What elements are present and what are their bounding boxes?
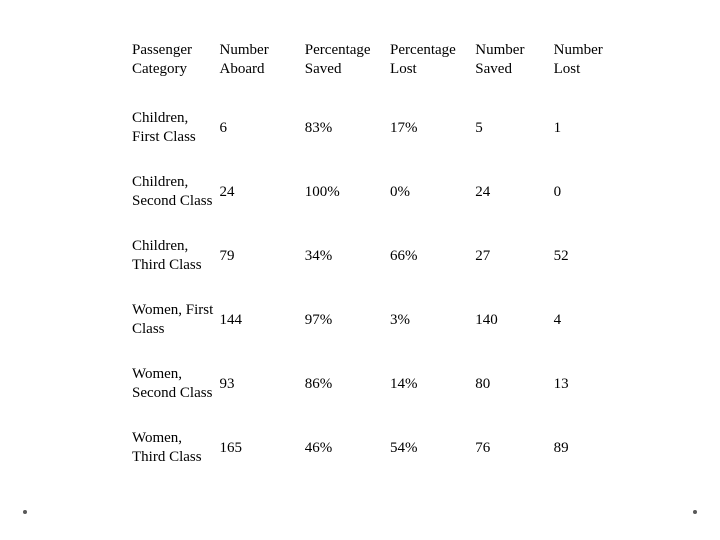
cell-pct-lost: 14%: [388, 352, 473, 416]
cell-pct-saved: 83%: [303, 96, 388, 160]
cell-category: Children, Third Class: [130, 224, 218, 288]
col-header-pct-lost: Percentage Lost: [388, 24, 473, 96]
col-header-category: Passenger Category: [130, 24, 218, 96]
cell-num-lost: 13: [552, 352, 630, 416]
cell-pct-saved: 34%: [303, 224, 388, 288]
table-row: Children, Second Class 24 100% 0% 24 0: [130, 160, 630, 224]
table-row: Children, First Class 6 83% 17% 5 1: [130, 96, 630, 160]
cell-pct-lost: 54%: [388, 416, 473, 480]
cell-num-lost: 1: [552, 96, 630, 160]
cell-pct-lost: 0%: [388, 160, 473, 224]
col-header-pct-saved: Percentage Saved: [303, 24, 388, 96]
cell-category: Women, Third Class: [130, 416, 218, 480]
table-row: Women, Second Class 93 86% 14% 80 13: [130, 352, 630, 416]
cell-num-saved: 140: [473, 288, 551, 352]
cell-aboard: 79: [218, 224, 303, 288]
cell-pct-saved: 97%: [303, 288, 388, 352]
cell-num-saved: 76: [473, 416, 551, 480]
cell-num-saved: 5: [473, 96, 551, 160]
cell-num-saved: 27: [473, 224, 551, 288]
cell-pct-saved: 46%: [303, 416, 388, 480]
data-table: Passenger Category Number Aboard Percent…: [130, 24, 630, 480]
table-row: Women, Third Class 165 46% 54% 76 89: [130, 416, 630, 480]
cell-pct-saved: 100%: [303, 160, 388, 224]
col-header-aboard: Number Aboard: [218, 24, 303, 96]
slide-bullet-right-icon: [693, 510, 697, 514]
cell-num-lost: 4: [552, 288, 630, 352]
passenger-data-table: Passenger Category Number Aboard Percent…: [130, 24, 630, 480]
cell-category: Children, Second Class: [130, 160, 218, 224]
table-header-row: Passenger Category Number Aboard Percent…: [130, 24, 630, 96]
cell-pct-saved: 86%: [303, 352, 388, 416]
cell-category: Women, First Class: [130, 288, 218, 352]
cell-num-lost: 52: [552, 224, 630, 288]
cell-aboard: 24: [218, 160, 303, 224]
cell-aboard: 165: [218, 416, 303, 480]
table-row: Children, Third Class 79 34% 66% 27 52: [130, 224, 630, 288]
table-row: Women, First Class 144 97% 3% 140 4: [130, 288, 630, 352]
cell-aboard: 93: [218, 352, 303, 416]
col-header-num-saved: Number Saved: [473, 24, 551, 96]
cell-pct-lost: 17%: [388, 96, 473, 160]
cell-category: Children, First Class: [130, 96, 218, 160]
cell-aboard: 6: [218, 96, 303, 160]
cell-num-saved: 24: [473, 160, 551, 224]
cell-pct-lost: 66%: [388, 224, 473, 288]
cell-aboard: 144: [218, 288, 303, 352]
cell-num-lost: 89: [552, 416, 630, 480]
col-header-num-lost: Number Lost: [552, 24, 630, 96]
cell-num-lost: 0: [552, 160, 630, 224]
cell-category: Women, Second Class: [130, 352, 218, 416]
cell-num-saved: 80: [473, 352, 551, 416]
cell-pct-lost: 3%: [388, 288, 473, 352]
slide-bullet-left-icon: [23, 510, 27, 514]
